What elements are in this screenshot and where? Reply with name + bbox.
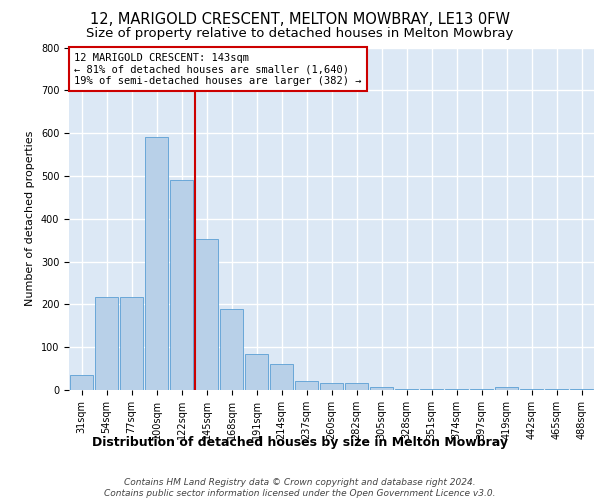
Text: 12, MARIGOLD CRESCENT, MELTON MOWBRAY, LE13 0FW: 12, MARIGOLD CRESCENT, MELTON MOWBRAY, L… [90,12,510,28]
Text: Contains HM Land Registry data © Crown copyright and database right 2024.
Contai: Contains HM Land Registry data © Crown c… [104,478,496,498]
Bar [495,386,518,390]
Bar [95,296,118,390]
Bar [470,389,493,390]
Bar [270,364,293,390]
Bar [370,386,393,390]
Bar [445,389,468,390]
Bar [145,138,168,390]
Bar [170,180,193,390]
Bar [295,382,318,390]
Text: Size of property relative to detached houses in Melton Mowbray: Size of property relative to detached ho… [86,28,514,40]
Bar [195,240,218,390]
Text: 12 MARIGOLD CRESCENT: 143sqm
← 81% of detached houses are smaller (1,640)
19% of: 12 MARIGOLD CRESCENT: 143sqm ← 81% of de… [74,52,362,86]
Bar [245,354,268,390]
Bar [320,382,343,390]
Bar [120,296,143,390]
Bar [70,375,93,390]
Bar [420,389,443,390]
Bar [395,389,418,390]
Bar [520,389,543,390]
Bar [345,382,368,390]
Bar [545,389,568,390]
Text: Distribution of detached houses by size in Melton Mowbray: Distribution of detached houses by size … [92,436,508,449]
Bar [220,308,243,390]
Y-axis label: Number of detached properties: Number of detached properties [25,131,35,306]
Bar [570,389,593,390]
